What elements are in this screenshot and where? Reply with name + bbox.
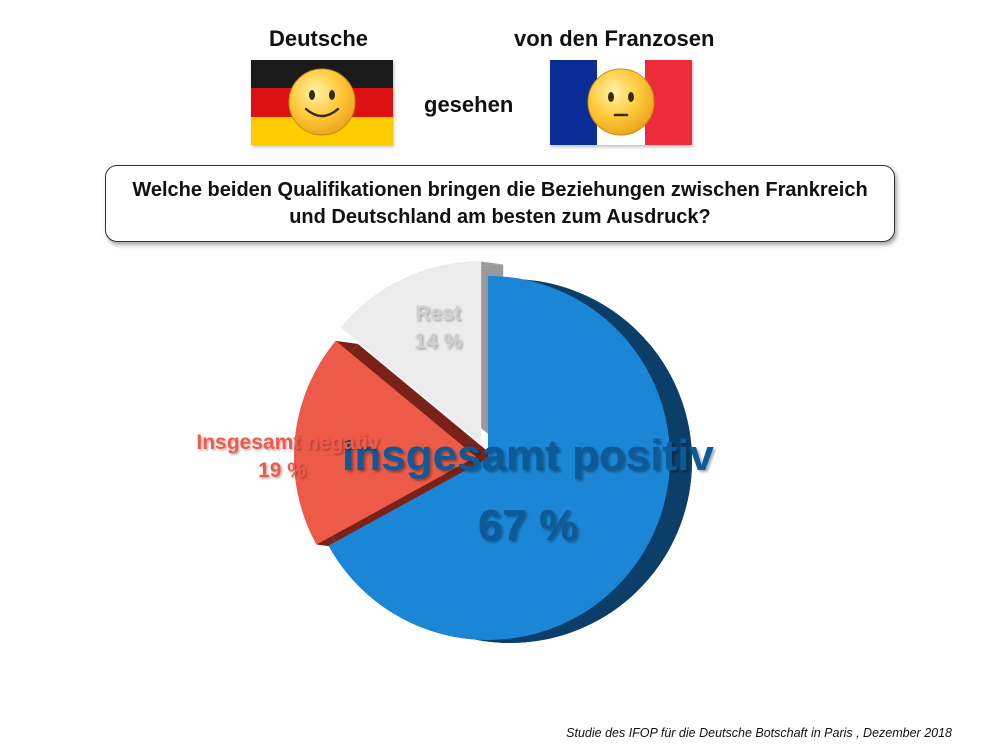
- pie-chart: Insgesamt positiv 67 % Insgesamt negativ 19…: [196, 261, 714, 644]
- pie-slice-insgesamt-positiv: [328, 276, 670, 640]
- source-note: Studie des IFOP für die Deutsche Botscha…: [566, 726, 952, 740]
- pie-slice-insgesamt-negativ: [294, 340, 477, 545]
- germans-label: Deutsche: [269, 26, 369, 51]
- slice-value-rest: 14 %: [414, 330, 462, 353]
- german-flag: [251, 60, 393, 145]
- french-flag: [550, 60, 692, 145]
- neutral-face-icon: [587, 68, 655, 136]
- question-box: Welche beiden Qualifikationen bringen di…: [105, 165, 895, 242]
- by-the-french-label: von den Franzosen: [514, 26, 715, 51]
- slice-value-insgesamt-positiv: 67 %: [478, 501, 578, 550]
- slice-label-rest: Rest: [415, 302, 461, 325]
- smiling-face-icon: [288, 68, 356, 136]
- slice-value-insgesamt-negativ: 19 %: [258, 459, 306, 482]
- slice-label-insgesamt-positiv: Insgesamt positiv: [342, 431, 714, 480]
- question-text: Welche beiden Qualifikationen bringen di…: [132, 178, 868, 228]
- seen-label: gesehen: [424, 92, 514, 117]
- pie-slice-rest: [340, 261, 482, 444]
- slice-label-insgesamt-negativ: Insgesamt negativ: [196, 431, 380, 454]
